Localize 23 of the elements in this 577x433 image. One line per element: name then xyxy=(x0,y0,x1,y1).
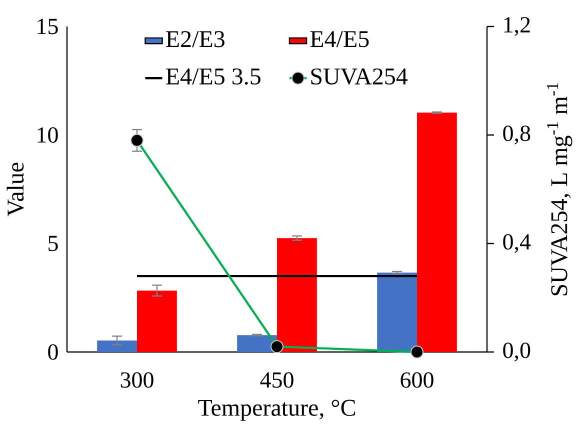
y-tick-label: 15 xyxy=(38,18,58,34)
bar xyxy=(137,290,177,352)
legend-label: E4/E5 3.5 xyxy=(166,68,260,85)
y2-tick-label: 0,0 xyxy=(503,342,530,362)
bar xyxy=(377,272,418,352)
y2-tick-label: 1,2 xyxy=(504,17,530,36)
y-axis-title: Value xyxy=(6,162,24,216)
legend-label: E2/E3 xyxy=(166,31,224,48)
y2-axis-title: SUVA254, L mg$^{-1}$ m$^{-1}$ xyxy=(546,83,572,296)
legend-label: E4/E5 xyxy=(310,31,369,48)
legend-label: SUVA254 xyxy=(311,68,408,85)
x-tick-label: 300 xyxy=(120,372,154,388)
x-tick-label: 450 xyxy=(260,372,294,388)
y2-tick-label: 0,8 xyxy=(503,126,530,144)
x-tick-label: 600 xyxy=(400,372,434,388)
bar xyxy=(97,340,137,352)
x-axis-title: Temperature, °C xyxy=(198,400,355,421)
bar xyxy=(277,238,317,352)
y-tick-label: 10 xyxy=(38,127,58,143)
bar xyxy=(417,112,457,352)
y-tick-label: 0 xyxy=(48,344,58,360)
y2-tick-label: 0,4 xyxy=(503,234,531,253)
y-tick-label: 5 xyxy=(48,236,58,252)
